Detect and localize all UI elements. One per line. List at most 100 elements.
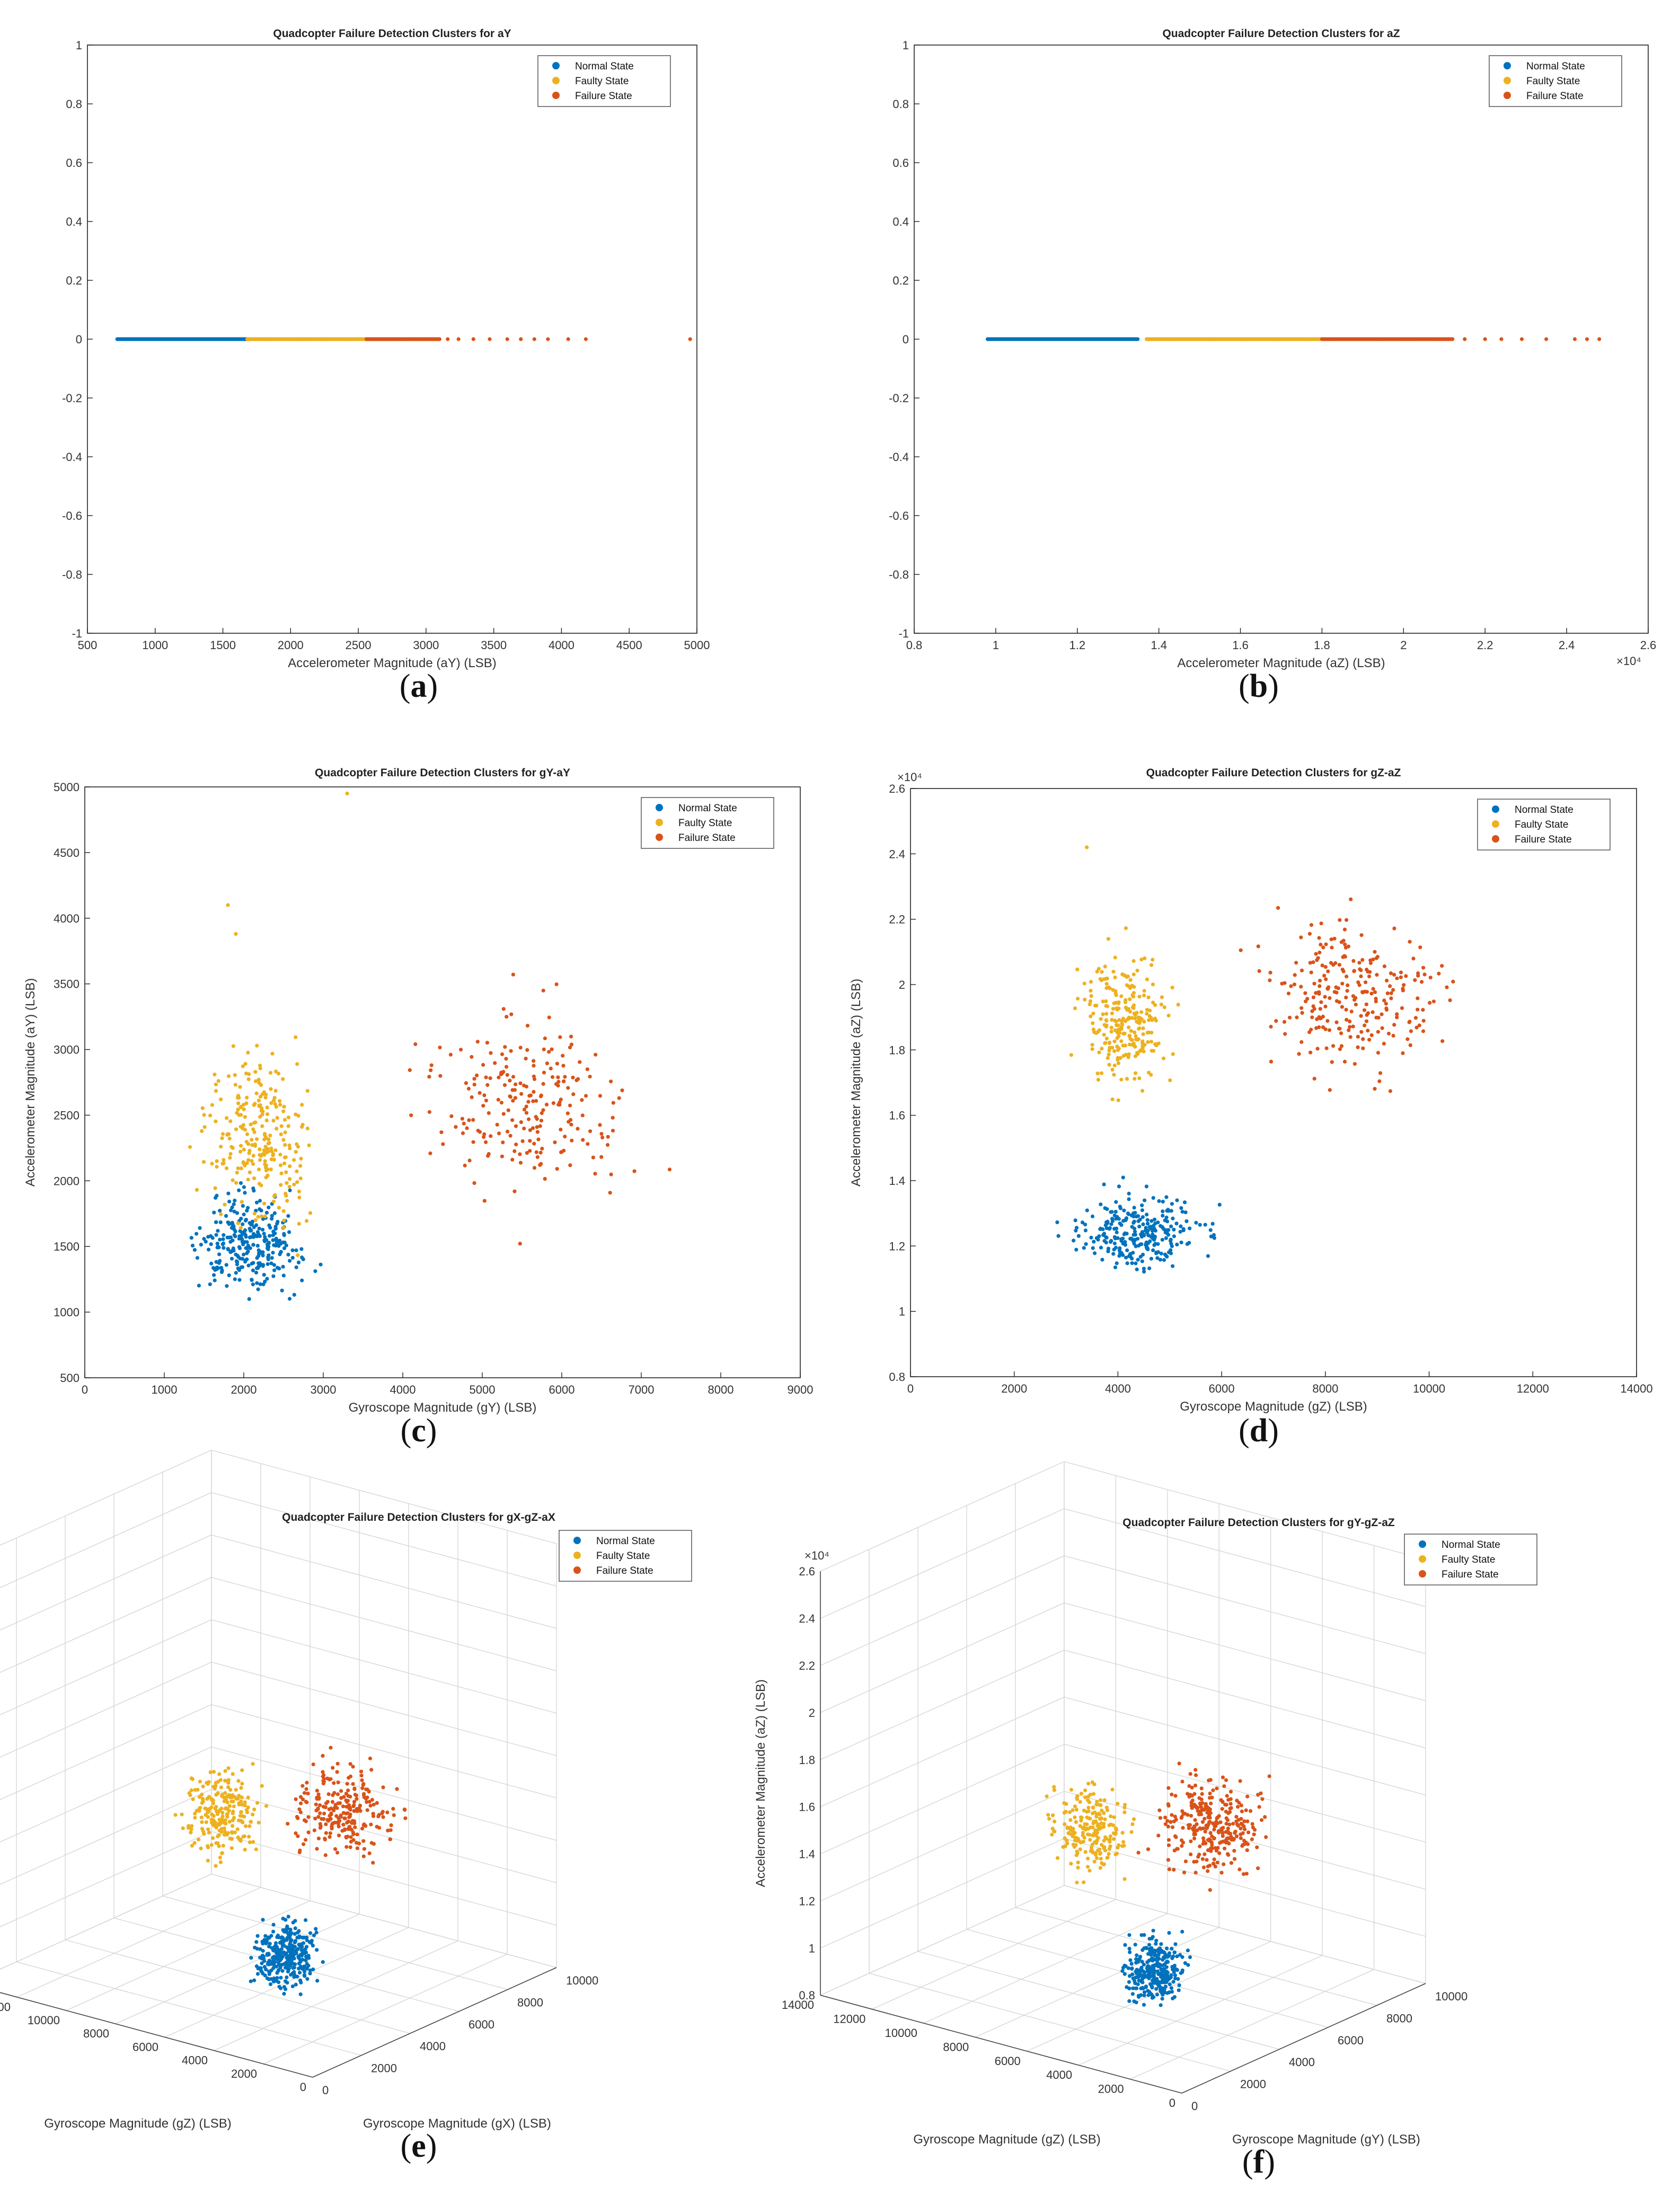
data-point — [237, 1278, 242, 1282]
data-point — [330, 1824, 334, 1829]
data-point — [1375, 973, 1379, 977]
data-point — [1102, 1811, 1106, 1815]
data-point — [1208, 1888, 1212, 1892]
panel-caption: (b) — [1239, 668, 1279, 704]
data-point — [540, 1111, 544, 1115]
data-point — [247, 1824, 252, 1828]
grid-line — [211, 1788, 557, 1883]
data-point — [197, 1809, 201, 1813]
data-point — [472, 1181, 476, 1185]
data-point — [1088, 1825, 1092, 1830]
data-point — [279, 1986, 283, 1990]
data-point — [1214, 1848, 1218, 1853]
data-point — [1256, 1866, 1260, 1871]
data-point — [1274, 1019, 1278, 1023]
data-point — [1151, 1970, 1155, 1974]
data-point — [576, 1077, 580, 1081]
data-point — [220, 1851, 224, 1855]
y-tick-label: 4000 — [54, 912, 79, 925]
data-point — [214, 1233, 218, 1237]
data-point — [475, 1073, 479, 1077]
data-point — [276, 1950, 280, 1954]
data-point — [1074, 1808, 1078, 1812]
data-point — [1173, 1942, 1178, 1946]
data-point — [258, 1153, 262, 1157]
data-point — [232, 1804, 236, 1809]
data-point — [219, 1785, 223, 1790]
data-point — [247, 1297, 251, 1301]
data-point — [1142, 1266, 1146, 1271]
data-point — [352, 1800, 357, 1804]
data-point — [1215, 1786, 1219, 1791]
data-point — [254, 1091, 259, 1095]
x-axis-label: Accelerometer Magnitude (aY) (LSB) — [288, 656, 497, 670]
data-point — [1098, 1803, 1102, 1807]
y-tick-label: -0.8 — [62, 568, 82, 581]
data-point — [1193, 1832, 1197, 1837]
x-tick-label: 3500 — [481, 639, 507, 652]
y-tick-label: 0 — [1169, 2096, 1175, 2110]
data-point — [1215, 1821, 1219, 1826]
data-point — [1071, 1834, 1075, 1838]
data-point — [255, 1043, 259, 1048]
data-point — [294, 1265, 298, 1270]
grid-line — [211, 1576, 557, 1671]
data-point — [1155, 1958, 1159, 1962]
data-point — [264, 1968, 268, 1972]
data-point — [1104, 1236, 1109, 1240]
data-point — [270, 1256, 274, 1260]
data-point — [219, 1097, 223, 1102]
data-point — [464, 1081, 468, 1085]
data-point — [1145, 1031, 1150, 1035]
legend-marker — [573, 1552, 581, 1559]
data-point — [241, 1204, 245, 1208]
data-point — [1161, 1209, 1165, 1213]
data-point — [208, 1113, 213, 1118]
data-point — [262, 1232, 266, 1236]
data-point — [571, 1075, 575, 1079]
data-point — [1292, 982, 1297, 987]
data-point — [1101, 999, 1105, 1004]
data-point — [1239, 948, 1243, 952]
data-point — [232, 1233, 236, 1237]
data-point — [1348, 1019, 1352, 1024]
data-point — [314, 1927, 318, 1931]
data-point — [1200, 1792, 1204, 1796]
y-tick-label: 0.2 — [892, 274, 909, 287]
data-point — [240, 1820, 244, 1824]
data-point — [1250, 1822, 1254, 1826]
data-point — [1166, 1802, 1170, 1806]
data-point — [219, 1270, 224, 1274]
data-point — [1083, 1222, 1087, 1227]
data-point — [1135, 1267, 1139, 1272]
data-point — [606, 1135, 610, 1139]
data-point — [1166, 1824, 1170, 1829]
data-point — [1367, 975, 1372, 979]
data-point — [519, 1120, 524, 1124]
data-point — [271, 1929, 276, 1934]
data-point — [1153, 1228, 1157, 1233]
data-point — [1351, 959, 1356, 963]
y-tick-label: 1.6 — [889, 1109, 905, 1122]
data-point — [1314, 1026, 1319, 1030]
data-point — [1361, 1037, 1365, 1041]
data-point — [300, 1103, 304, 1107]
data-point — [320, 1817, 324, 1821]
z-tick-label: 1 — [809, 1942, 815, 1955]
data-point — [200, 1129, 204, 1133]
data-point — [1206, 1869, 1210, 1873]
data-point — [571, 1092, 576, 1096]
data-point — [1391, 1033, 1395, 1038]
data-point — [484, 1140, 488, 1144]
panel-e: 0200040006000800010000020004000600080001… — [0, 1449, 598, 2164]
data-point — [1315, 1017, 1319, 1021]
grid-line — [0, 1662, 212, 1758]
data-point — [1150, 1018, 1154, 1022]
data-point — [1305, 997, 1310, 1001]
grid-line — [917, 1951, 1280, 2050]
y-tick-label: 10000 — [885, 2026, 917, 2040]
data-point — [1384, 1002, 1388, 1006]
data-point — [501, 1007, 506, 1011]
data-point — [536, 1137, 541, 1141]
